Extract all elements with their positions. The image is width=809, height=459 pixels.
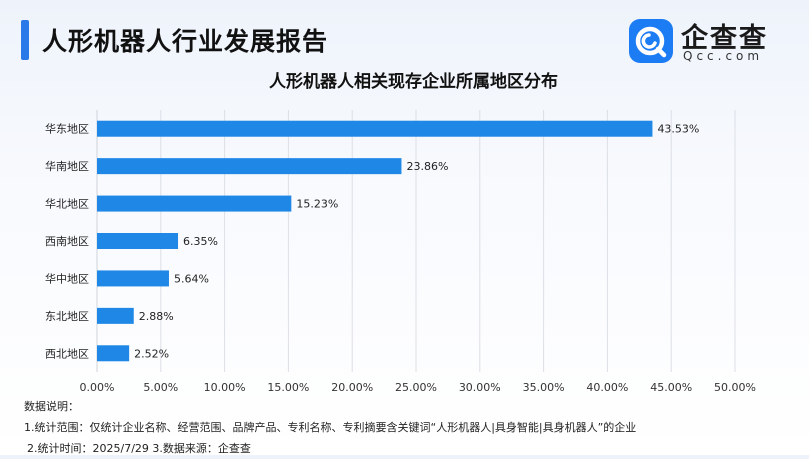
category-label: 华东地区 [45,122,89,136]
bar [97,120,653,137]
data-label: 23.86% [406,160,448,173]
notes-heading: 数据说明： [24,400,79,413]
x-tick-label: 15.00% [267,381,309,394]
notes-line-scope: 1.统计范围：仅统计企业名称、经营范围、品牌产品、专利名称、专利摘要含关键词“人… [24,421,637,434]
category-label: 西南地区 [45,235,89,248]
x-tick-label: 25.00% [395,381,437,394]
bar [97,307,134,324]
x-tick-label: 30.00% [459,381,501,394]
category-label: 东北地区 [45,310,89,323]
qcc-logo-icon [629,19,673,63]
x-tick-label: 35.00% [523,381,565,394]
x-tick-label: 50.00% [714,381,756,394]
x-tick-label: 20.00% [331,381,373,394]
bar [97,195,292,212]
title-accent-bar [21,20,29,60]
category-label: 华中地区 [45,271,89,285]
data-label: 43.53% [657,123,699,136]
x-tick-label: 5.00% [143,381,178,394]
notes-line-time-source: 2.统计时间：2025/7/29 3.数据来源：企查查 [27,442,251,455]
data-label: 5.64% [174,272,209,285]
x-tick-label: 45.00% [650,381,692,394]
data-label: 6.35% [183,235,218,248]
qcc-logo: 企查查 Qcc.com [629,17,794,67]
data-label: 15.23% [296,198,338,211]
category-label: 西北地区 [45,347,89,360]
category-label: 华南地区 [45,159,89,173]
bar [97,158,402,175]
x-tick-label: 0.00% [80,381,115,394]
report-title: 人形机器人行业发展报告 [42,27,329,56]
logo-name-cn: 企查查 [681,23,768,54]
bar [97,233,179,249]
bar [97,345,130,362]
region-distribution-bar-chart: 0.00% 5.00% 10.00% 15.00% 20.00% 25.00% 30.00%… [45,110,756,394]
data-label: 2.52% [134,347,169,360]
data-label: 2.88% [139,310,174,323]
chart-title: 人形机器人相关现存企业所属地区分布 [269,72,558,92]
x-tick-label: 10.00% [204,381,246,394]
x-tick-label: 40.00% [586,381,628,394]
logo-name-en: Qcc.com [683,49,764,63]
data-notes: 数据说明： 1.统计范围：仅统计企业名称、经营范围、品牌产品、专利名称、专利摘要… [24,396,636,459]
category-label: 华北地区 [45,197,89,211]
bar [97,270,169,287]
